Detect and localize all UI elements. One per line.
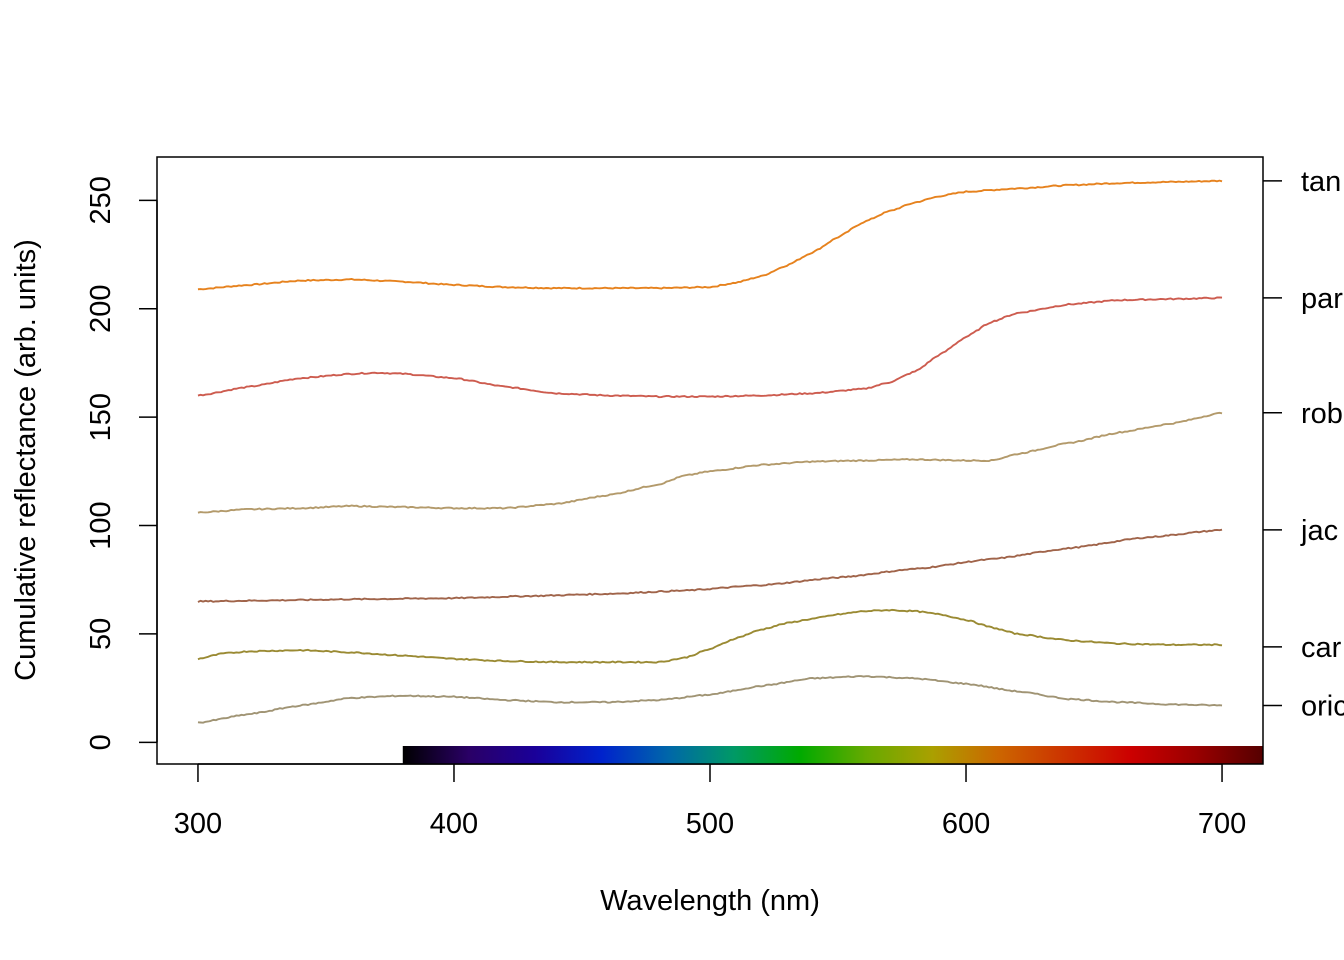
- series-label-jac: jac: [1300, 515, 1338, 547]
- x-tick-label: 300: [174, 808, 222, 840]
- series-label-par: par: [1301, 283, 1343, 315]
- y-axis-label: Cumulative reflectance (arb. units): [10, 239, 42, 681]
- series-line-car: [197, 608, 1223, 664]
- y-tick-label: 200: [85, 285, 117, 333]
- x-tick-label: 500: [686, 808, 734, 840]
- x-axis: 300 400 500 600 700: [174, 763, 1246, 840]
- y-tick-label: 100: [85, 501, 117, 549]
- series-label-car: car: [1301, 632, 1342, 664]
- visible-spectrum-color-strip: [402, 746, 1263, 764]
- y-tick-label: 250: [85, 176, 117, 224]
- x-axis-label: Wavelength (nm): [600, 885, 820, 917]
- series-line-oric: [197, 675, 1223, 724]
- series-label-tan: tan: [1301, 166, 1341, 198]
- y-tick-label: 0: [85, 734, 117, 750]
- series-label-rob: rob: [1301, 398, 1343, 430]
- y-tick-label: 150: [85, 393, 117, 441]
- x-tick-label: 400: [430, 808, 478, 840]
- series-line-par: [197, 296, 1223, 399]
- plot-frame: [156, 156, 1264, 765]
- series-line-tan: [197, 179, 1223, 291]
- series-lines: [197, 179, 1223, 724]
- series-line-jac: [197, 528, 1223, 603]
- series-line-rob: [197, 411, 1223, 514]
- series-label-axis: tan par rob jac car oric: [1263, 166, 1344, 722]
- y-axis: 0 50 100 150 200 250: [85, 176, 158, 750]
- x-tick-label: 600: [942, 808, 990, 840]
- series-label-oric: oric: [1301, 690, 1344, 722]
- spectrum-strip: [402, 746, 1263, 764]
- y-tick-label: 50: [85, 618, 117, 650]
- x-tick-label: 700: [1198, 808, 1246, 840]
